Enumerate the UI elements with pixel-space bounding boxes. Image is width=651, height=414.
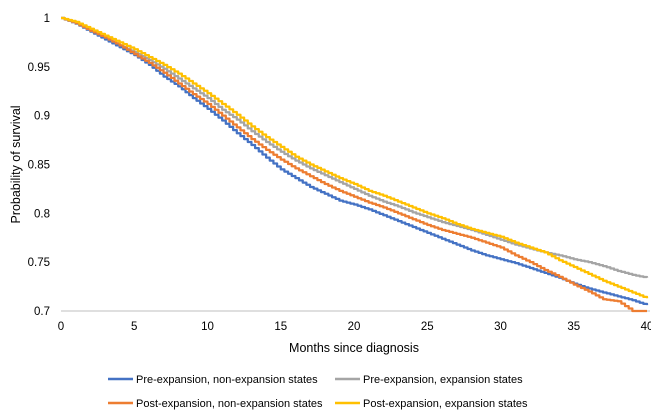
legend-label: Pre-expansion, expansion states [363,374,523,386]
y-tick-label: 0.75 [28,257,50,269]
x-tick-label: 15 [274,321,287,333]
y-axis-title: Probability of survival [9,105,23,223]
series-line [61,16,647,313]
legend-item: Post-expansion, expansion states [335,398,528,410]
legend: Pre-expansion, non-expansion states Pre-e… [108,374,528,410]
x-axis-ticks: 0 5 10 15 20 25 30 35 40 [58,321,651,333]
legend-item: Pre-expansion, expansion states [335,374,523,386]
y-tick-label: 0.95 [28,62,50,74]
legend-item: Pre-expansion, non-expansion states [108,374,318,386]
x-tick-label: 35 [567,321,580,333]
y-tick-label: 0.7 [34,306,50,318]
legend-label: Post-expansion, non-expansion states [136,398,323,410]
series-line [61,16,649,299]
x-tick-label: 0 [58,321,64,333]
x-tick-label: 10 [201,321,214,333]
x-tick-label: 25 [421,321,434,333]
y-tick-label: 0.9 [34,111,50,123]
y-axis-ticks: 0.7 0.75 0.8 0.85 0.9 0.95 1 [28,13,50,318]
x-axis-title: Months since diagnosis [289,341,419,355]
x-tick-label: 20 [348,321,361,333]
legend-item: Post-expansion, non-expansion states [108,398,323,410]
x-tick-label: 40 [641,321,651,333]
series-line [61,16,649,306]
x-tick-label: 30 [494,321,507,333]
x-tick-label: 5 [131,321,137,333]
y-tick-label: 0.85 [28,160,50,172]
y-tick-label: 1 [44,13,50,25]
legend-label: Post-expansion, expansion states [363,398,528,410]
legend-label: Pre-expansion, non-expansion states [136,374,318,386]
series-lines [61,16,649,313]
y-tick-label: 0.8 [34,208,50,220]
series-line [61,16,649,279]
